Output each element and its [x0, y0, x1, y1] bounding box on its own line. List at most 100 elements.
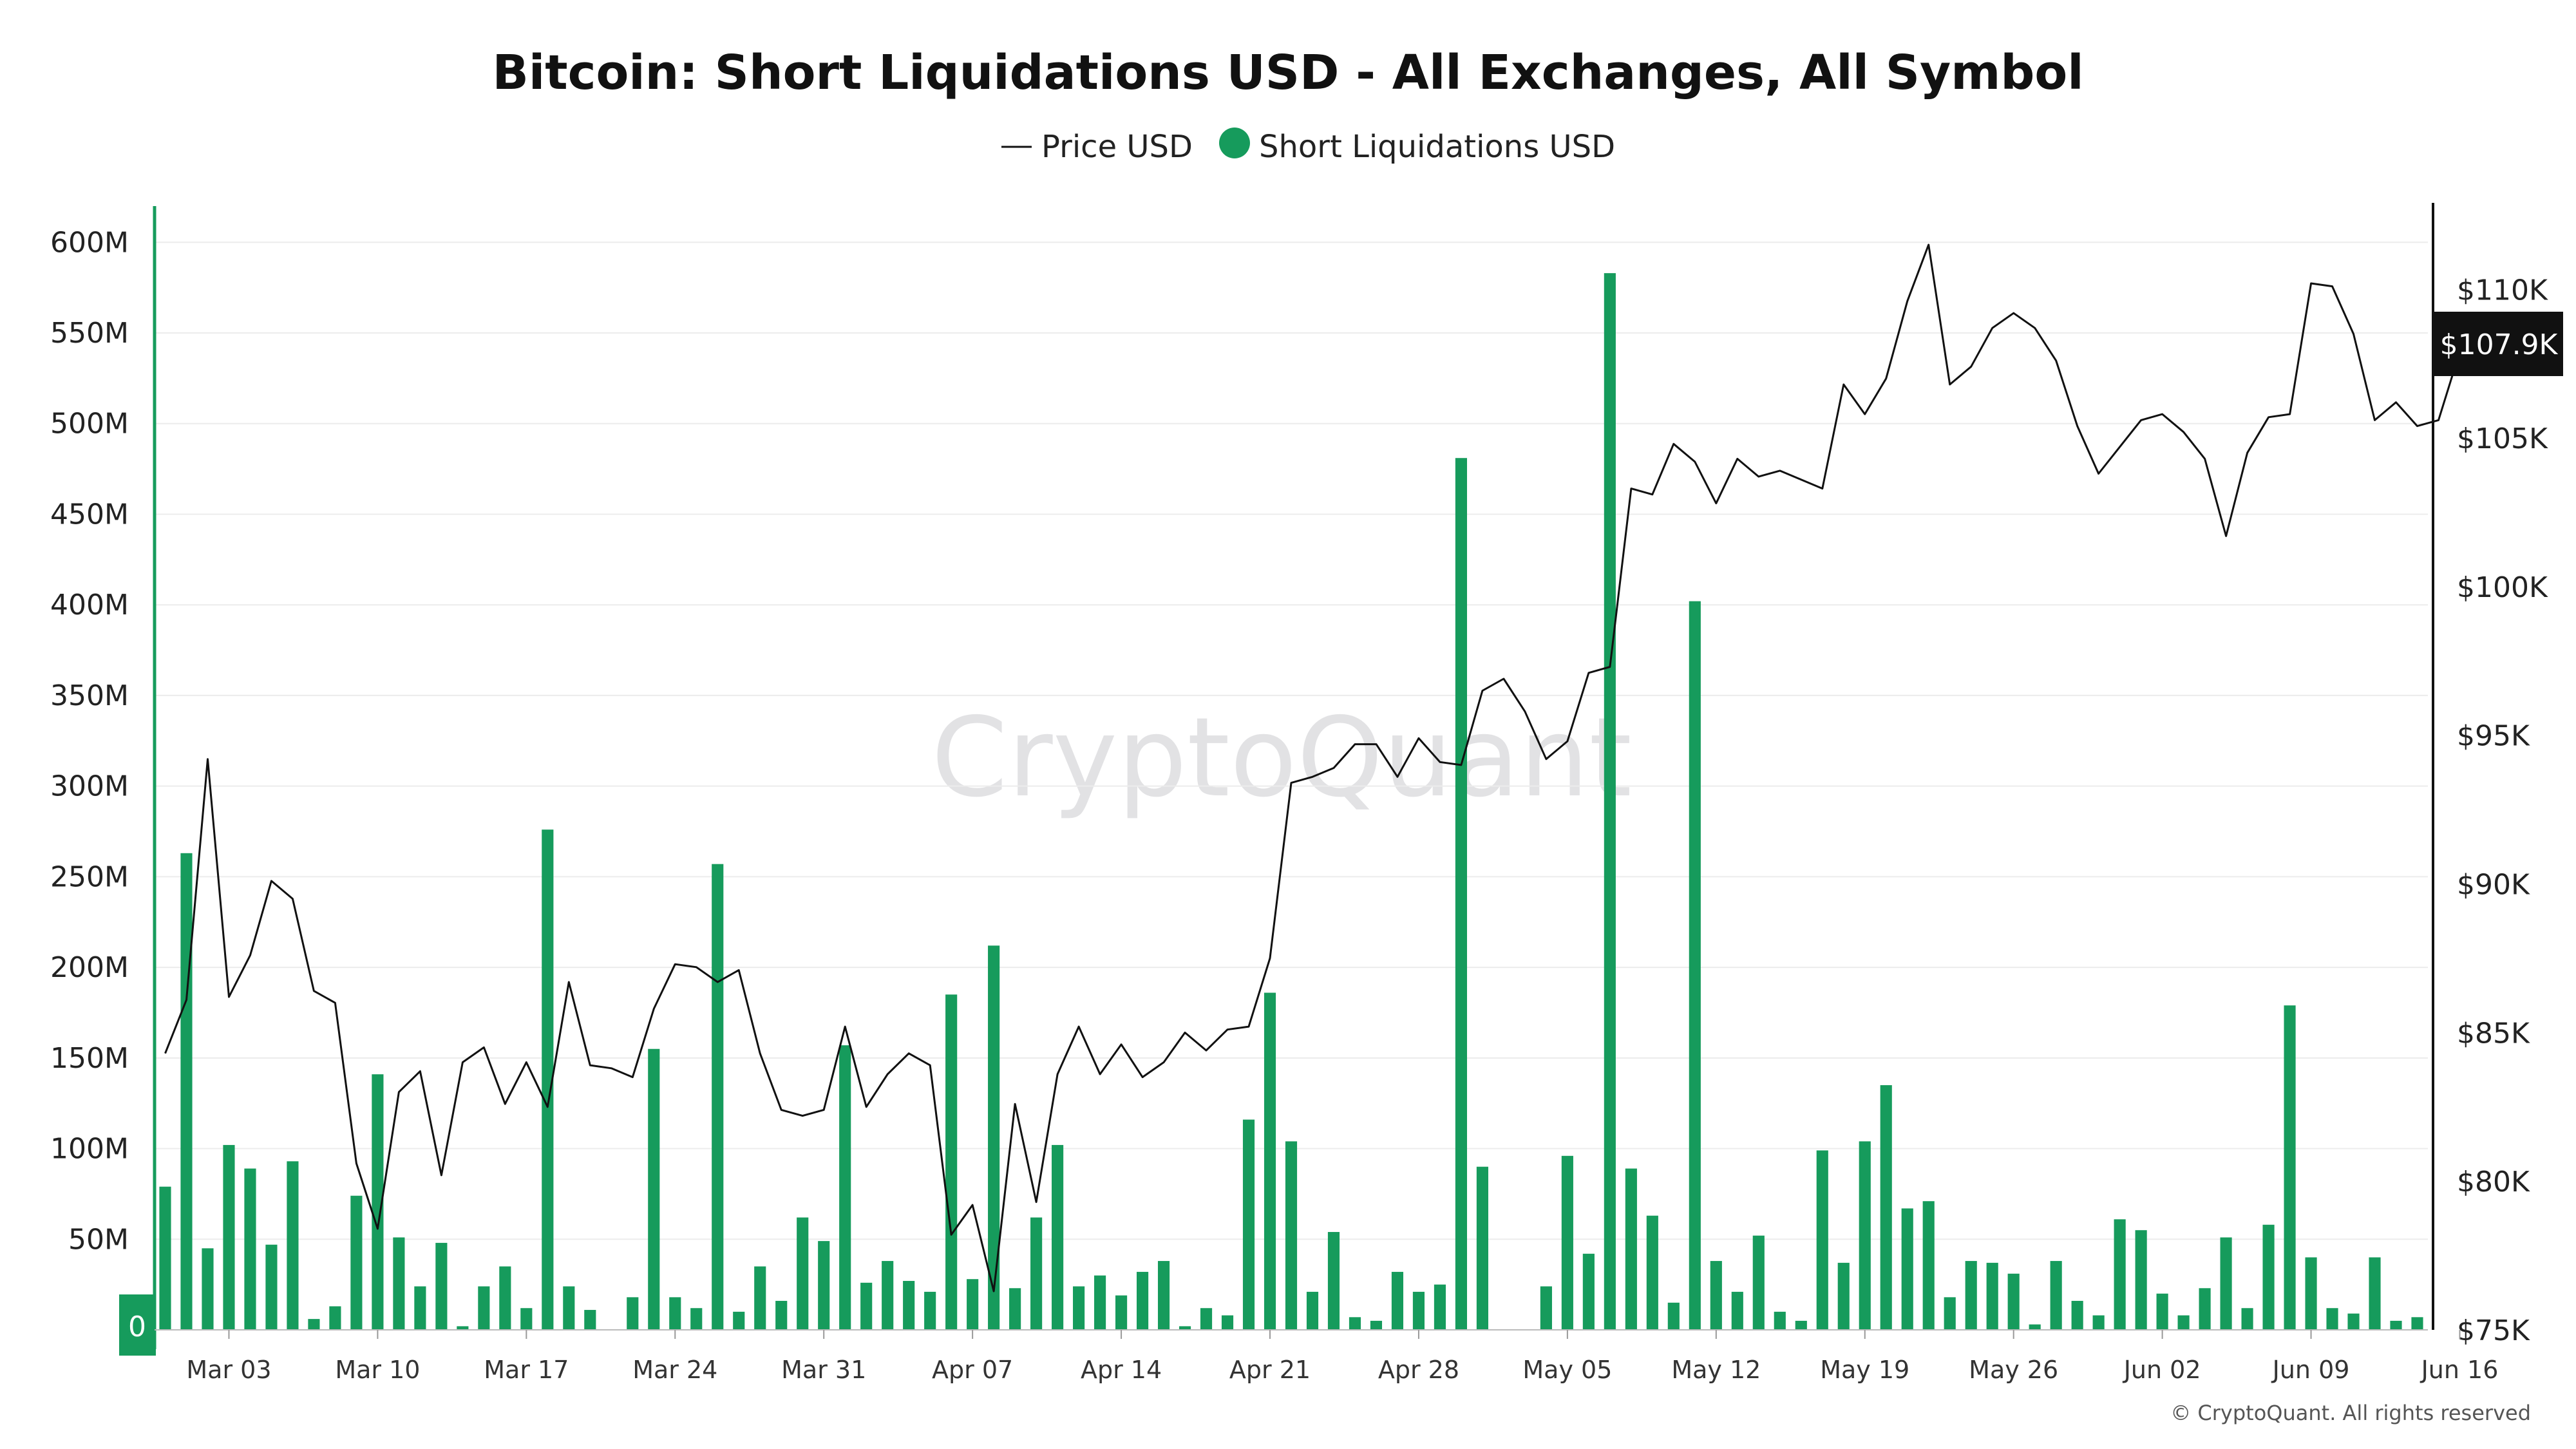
liquidation-bar [945, 994, 958, 1330]
legend-price-label: Price USD [1041, 129, 1193, 165]
liquidation-bar [1752, 1235, 1765, 1330]
liquidation-bar [1774, 1311, 1786, 1330]
liquidation-bar [435, 1242, 448, 1330]
left-tick-label: 450M [50, 498, 129, 531]
liquidation-bar [1604, 273, 1616, 1330]
left-tick-label: 50M [68, 1223, 129, 1256]
right-tick-label: $110K [2457, 274, 2548, 307]
liquidation-bar [2284, 1005, 2296, 1330]
left-tick-label: 600M [50, 226, 129, 259]
liquidation-bar [754, 1266, 766, 1330]
liquidation-bar [1922, 1201, 1935, 1330]
last-price-badge: $107.9K [2434, 312, 2563, 376]
right-tick-label: $100K [2457, 571, 2548, 604]
liquidation-bar [967, 1279, 979, 1330]
right-tick-label: $95K [2457, 720, 2530, 753]
liquidation-bar [1476, 1166, 1488, 1330]
liquidation-bar [1094, 1275, 1106, 1330]
liquidation-bar [2156, 1293, 2168, 1330]
liquidation-bar [1157, 1261, 1170, 1330]
liquidation-bar [2262, 1224, 2275, 1330]
x-tick-label: Mar 31 [781, 1356, 866, 1384]
price-line [164, 243, 2461, 1293]
liquidation-bar [712, 864, 724, 1330]
liquidation-bar [1582, 1253, 1595, 1330]
liquidation-bar [2369, 1257, 2381, 1330]
liquidation-bar [2135, 1230, 2147, 1330]
x-tick-label: Jun 02 [2123, 1356, 2201, 1384]
liquidation-bar [1944, 1297, 1956, 1330]
left-tick-label: 200M [50, 951, 129, 984]
left-tick-label: 400M [50, 589, 129, 621]
liquidation-bar [2114, 1219, 2126, 1330]
liquidation-bar [499, 1266, 511, 1330]
liquidation-bar [903, 1281, 915, 1330]
liquidation-bar [2305, 1257, 2317, 1330]
liquidation-bar [1136, 1271, 1149, 1330]
liquidation-bar [2347, 1313, 2360, 1330]
liquidation-bar [287, 1161, 299, 1330]
liquidation-bar [775, 1300, 788, 1330]
left-tick-label: 250M [50, 860, 129, 893]
left-tick-label: 300M [50, 770, 129, 803]
liquidation-bar [1285, 1141, 1298, 1330]
liquidation-bar [1965, 1261, 1977, 1330]
liquidation-bar [563, 1286, 575, 1330]
liquidation-bar [1455, 458, 1467, 1330]
legend: Price USD Short Liquidations USD [1001, 128, 1615, 165]
liquidation-bar [2177, 1315, 2190, 1330]
liquidation-bar [1073, 1286, 1085, 1330]
liquidation-bar [2007, 1273, 2020, 1330]
liquidation-bar [244, 1168, 256, 1330]
left-tick-label: 550M [50, 317, 129, 350]
liquidation-bar [265, 1244, 278, 1330]
liquidation-bars [159, 273, 2423, 1331]
liquidation-bar [733, 1311, 745, 1330]
liquidation-bar [1052, 1144, 1064, 1330]
left-axis: 50M 100M 150M 200M 250M 300M 350M 400M 450M 500M 5… [50, 206, 156, 1356]
liquidation-bar [988, 945, 1000, 1330]
liquidation-bar [414, 1286, 426, 1330]
liquidation-bar [478, 1286, 490, 1330]
liquidation-bar [1561, 1155, 1573, 1330]
liquidation-bar [584, 1310, 596, 1330]
liquidation-bar [2390, 1320, 2402, 1330]
x-tick-label: May 19 [1820, 1356, 1909, 1384]
liquidation-bar [180, 853, 193, 1330]
liquidation-bar [2241, 1308, 2253, 1330]
liquidation-bar [1859, 1141, 1871, 1330]
x-tick-label: Jun 16 [2420, 1356, 2499, 1384]
liquidation-bar [1349, 1317, 1361, 1330]
liquidation-bar [2220, 1237, 2232, 1330]
legend-liquidations-swatch [1219, 128, 1250, 158]
liquidation-bar [1221, 1315, 1234, 1330]
liquidation-bar [1391, 1271, 1404, 1330]
x-tick-label: Jun 09 [2271, 1356, 2350, 1384]
liquidation-bar [393, 1237, 405, 1330]
liquidation-bar [1986, 1262, 1998, 1330]
liquidation-bar [520, 1308, 533, 1330]
liquidation-bar [1434, 1284, 1446, 1330]
x-tick-label: Mar 10 [335, 1356, 420, 1384]
left-zero-badge [119, 1294, 156, 1356]
liquidation-bar [2199, 1288, 2211, 1330]
x-tick-label: Mar 03 [186, 1356, 271, 1384]
liquidation-bar [1030, 1217, 1043, 1330]
x-tick-label: May 26 [1969, 1356, 2058, 1384]
liquidation-bar [1689, 601, 1701, 1331]
x-tick-label: Mar 17 [484, 1356, 569, 1384]
liquidation-bar [2326, 1308, 2338, 1330]
x-tick-label: May 12 [1671, 1356, 1761, 1384]
liquidation-bar [2411, 1317, 2423, 1330]
x-tick-label: Apr 28 [1378, 1356, 1459, 1384]
liquidation-bar [1710, 1261, 1722, 1330]
liquidation-bar [1009, 1288, 1021, 1330]
last-price-badge-text: $107.9K [2440, 328, 2559, 361]
left-tick-label: 150M [50, 1042, 129, 1075]
liquidation-bar [1306, 1291, 1319, 1330]
liquidation-bar [542, 829, 554, 1330]
x-axis: Mar 03 Mar 10 Mar 17 Mar 24 Mar 31 Apr 07 Apr … [155, 1329, 2499, 1384]
liquidation-bar [1264, 992, 1276, 1330]
liquidation-bar [159, 1186, 171, 1330]
